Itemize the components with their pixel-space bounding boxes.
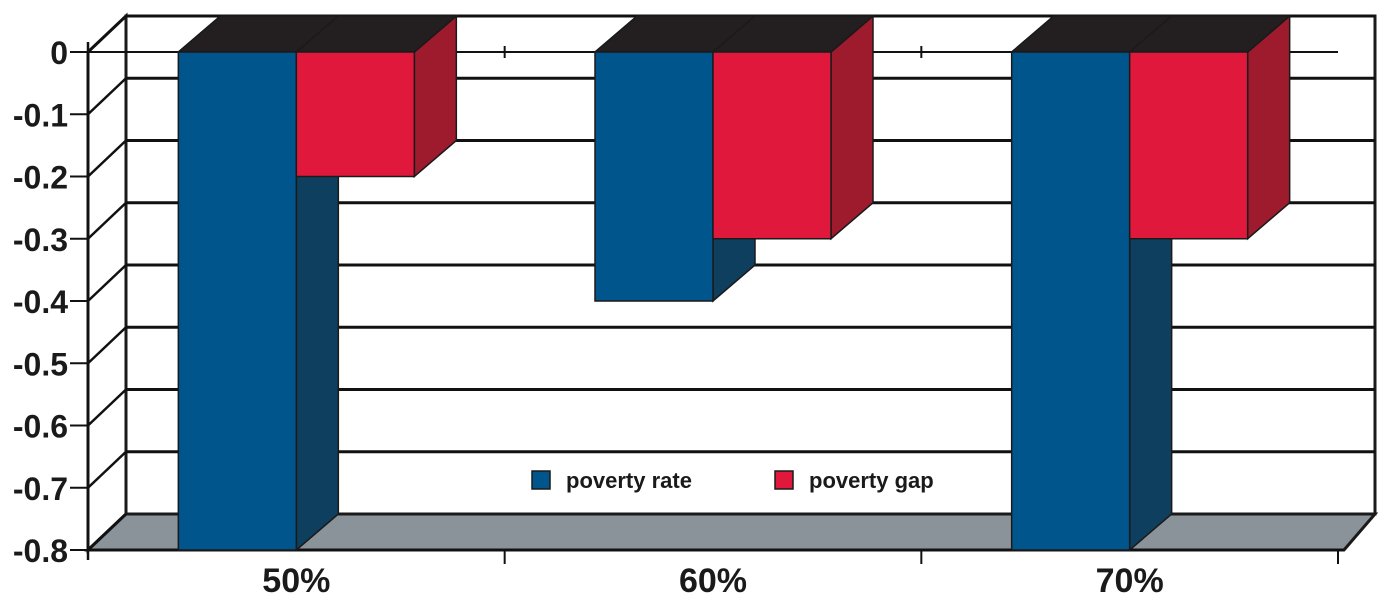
gridline-wall bbox=[87, 388, 127, 427]
gridline-wall bbox=[87, 513, 127, 551]
x-tick-label: 50% bbox=[262, 562, 330, 597]
y-tick-label: 0 bbox=[50, 35, 68, 71]
legend-label: poverty rate bbox=[566, 468, 692, 493]
y-tick-label: -0.4 bbox=[13, 284, 68, 320]
x-tick-label: 70% bbox=[1096, 562, 1164, 597]
gridline-wall bbox=[87, 77, 127, 116]
y-tick-label: -0.6 bbox=[13, 409, 68, 445]
bar-poverty-rate bbox=[177, 51, 298, 551]
bar-side-poverty-gap bbox=[1246, 14, 1291, 241]
gridline-wall bbox=[87, 15, 127, 53]
y-tick-label: -0.8 bbox=[13, 533, 68, 569]
gridline-wall bbox=[87, 201, 127, 240]
legend-swatch-poverty-rate bbox=[531, 470, 551, 490]
legend-swatch-poverty-gap bbox=[774, 470, 794, 490]
legend-label: poverty gap bbox=[809, 468, 934, 493]
y-tick-label: -0.1 bbox=[13, 97, 68, 133]
bar-poverty-gap bbox=[1128, 51, 1249, 240]
y-tick-label: -0.5 bbox=[13, 346, 68, 382]
x-tick-label: 60% bbox=[679, 562, 747, 597]
gridline-wall bbox=[87, 326, 127, 365]
gridline-wall bbox=[87, 139, 127, 178]
bar-poverty-gap bbox=[712, 51, 832, 240]
y-tick-label: -0.2 bbox=[13, 160, 68, 196]
bar-poverty-rate bbox=[594, 51, 714, 302]
bar-poverty-gap bbox=[295, 51, 416, 178]
y-tick-label: -0.7 bbox=[13, 471, 68, 507]
bar-side-poverty-gap bbox=[830, 14, 874, 241]
bar-poverty-rate bbox=[1010, 51, 1131, 551]
gridline-wall bbox=[87, 450, 127, 489]
gridline-wall bbox=[87, 264, 127, 302]
y-tick-label: -0.3 bbox=[13, 222, 68, 258]
